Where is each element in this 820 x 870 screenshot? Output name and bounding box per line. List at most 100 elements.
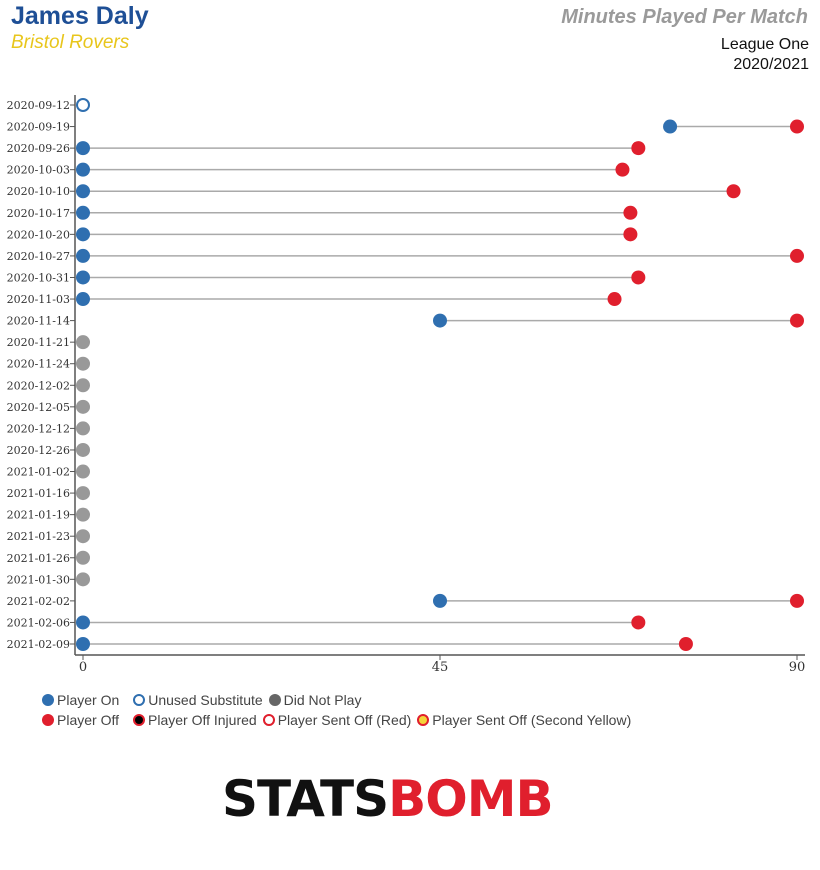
chart-title: Minutes Played Per Match: [561, 6, 808, 28]
y-tick-label: 2021-01-02: [7, 466, 70, 479]
player-off-marker: [726, 184, 741, 199]
player-off-marker: [623, 227, 638, 242]
y-tick-label: 2020-10-27: [7, 250, 70, 263]
player-off-marker: [631, 615, 646, 630]
y-tick-label: 2020-09-19: [7, 121, 70, 134]
player-on-marker: [76, 637, 90, 651]
legend-label-unused-substitute: Unused Substitute: [148, 692, 263, 708]
red-card-marker-icon: [262, 714, 275, 726]
y-tick-label: 2020-11-21: [7, 336, 70, 349]
y-tick-label: 2020-11-03: [7, 293, 70, 306]
legend-item-player-off-injured: Player Off Injured: [133, 712, 257, 728]
did-not-play-marker: [76, 572, 90, 587]
did-not-play-marker: [76, 550, 90, 565]
y-tick-label: 2021-01-30: [7, 573, 70, 586]
player-on-marker: [76, 141, 90, 156]
club-name: Bristol Rovers: [11, 32, 130, 53]
player-on-marker: [76, 270, 90, 285]
logo-text-bomb: BOMB: [388, 770, 553, 828]
did-not-play-marker-icon: [268, 694, 281, 706]
logo-text-stats: STATS: [222, 770, 389, 828]
legend-label-did-not-play: Did Not Play: [283, 692, 362, 708]
unused-substitute-marker: [76, 98, 90, 112]
player-on-marker: [76, 184, 90, 199]
player-off-marker: [631, 141, 646, 156]
legend-label-player-off: Player Off: [57, 712, 119, 728]
legend-label-player-on: Player On: [57, 692, 120, 708]
y-tick-label: 2021-02-09: [7, 638, 70, 651]
legend-item-sent-off-second-yellow: Player Sent Off (Second Yellow): [417, 712, 631, 728]
player-on-marker-icon: [42, 694, 54, 706]
player-on-marker: [76, 615, 90, 630]
player-on-marker: [433, 593, 447, 608]
y-tick-label: 2020-11-14: [7, 315, 70, 328]
player-off-marker: [678, 637, 693, 651]
did-not-play-marker: [76, 529, 90, 544]
x-tick-label: 90: [789, 660, 806, 675]
y-tick-label: 2020-10-20: [7, 228, 70, 241]
y-tick-label: 2021-01-26: [7, 552, 70, 565]
player-on-marker: [76, 205, 90, 220]
y-tick-label: 2020-10-31: [7, 271, 70, 284]
did-not-play-marker: [76, 399, 90, 414]
did-not-play-marker: [76, 442, 90, 457]
x-tick-label: 0: [79, 660, 87, 675]
player-off-marker: [623, 205, 638, 220]
player-on-marker: [76, 162, 90, 177]
legend: Player On Unused Substitute Did Not Play…: [42, 690, 637, 730]
injured-marker-icon: [133, 714, 145, 726]
y-tick-label: 2020-12-02: [7, 379, 70, 392]
y-tick-label: 2021-01-19: [7, 509, 70, 522]
legend-label-player-off-injured: Player Off Injured: [148, 712, 257, 728]
player-on-marker: [76, 292, 90, 307]
y-tick-label: 2020-09-26: [7, 142, 70, 155]
y-tick-label: 2020-12-05: [7, 401, 70, 414]
did-not-play-marker: [76, 486, 90, 501]
legend-item-sent-off-red: Player Sent Off (Red): [262, 712, 412, 728]
y-tick-label: 2020-12-26: [7, 444, 70, 457]
y-tick-label: 2020-11-24: [7, 358, 70, 371]
y-tick-label: 2021-02-02: [7, 595, 70, 608]
did-not-play-marker: [76, 356, 90, 371]
player-on-marker: [433, 313, 447, 328]
legend-item-player-on: Player On: [42, 692, 119, 708]
legend-item-did-not-play: Did Not Play: [268, 692, 362, 708]
season-label: 2020/2021: [733, 56, 809, 73]
legend-item-player-off: Player Off: [42, 712, 119, 728]
player-off-marker: [607, 292, 622, 307]
y-tick-label: 2021-01-16: [7, 487, 70, 500]
unused-substitute-marker-icon: [133, 694, 146, 706]
y-tick-label: 2020-12-12: [7, 422, 70, 435]
competition-label: League One: [720, 36, 809, 53]
legend-row-1: Player On Unused Substitute Did Not Play: [42, 690, 637, 710]
y-tick-label: 2021-02-06: [7, 616, 70, 629]
y-tick-label: 2020-10-03: [7, 164, 70, 177]
did-not-play-marker: [76, 378, 90, 393]
player-on-marker: [76, 248, 90, 263]
player-name: James Daly: [11, 2, 149, 30]
minutes-chart: 0 45 90 2020-09-12 2020-09-19 2020-09-26 2020-…: [7, 95, 806, 675]
did-not-play-marker: [76, 507, 90, 522]
second-yellow-marker-icon: [417, 714, 430, 726]
legend-label-sent-off-red: Player Sent Off (Red): [277, 712, 412, 728]
y-tick-label: 2020-10-17: [7, 207, 70, 220]
did-not-play-marker: [76, 335, 90, 350]
did-not-play-marker: [76, 421, 90, 436]
statsbomb-logo: STATSBOMB: [222, 770, 554, 828]
player-off-marker: [790, 119, 804, 134]
legend-item-unused-substitute: Unused Substitute: [133, 692, 263, 708]
player-off-marker: [631, 270, 646, 285]
legend-row-2: Player Off Player Off Injured Player Sen…: [42, 710, 637, 730]
y-tick-label: 2020-10-10: [7, 185, 70, 198]
x-tick-label: 45: [432, 660, 449, 675]
player-off-marker: [790, 248, 804, 263]
player-on-marker: [663, 119, 678, 134]
legend-label-sent-off-second-yellow: Player Sent Off (Second Yellow): [432, 712, 632, 728]
player-off-marker: [790, 313, 804, 328]
player-on-marker: [76, 227, 90, 242]
player-off-marker: [615, 162, 630, 177]
did-not-play-marker: [76, 464, 90, 479]
player-off-marker-icon: [42, 714, 54, 726]
y-tick-label: 2020-09-12: [7, 99, 70, 112]
y-tick-label: 2021-01-23: [7, 530, 70, 543]
